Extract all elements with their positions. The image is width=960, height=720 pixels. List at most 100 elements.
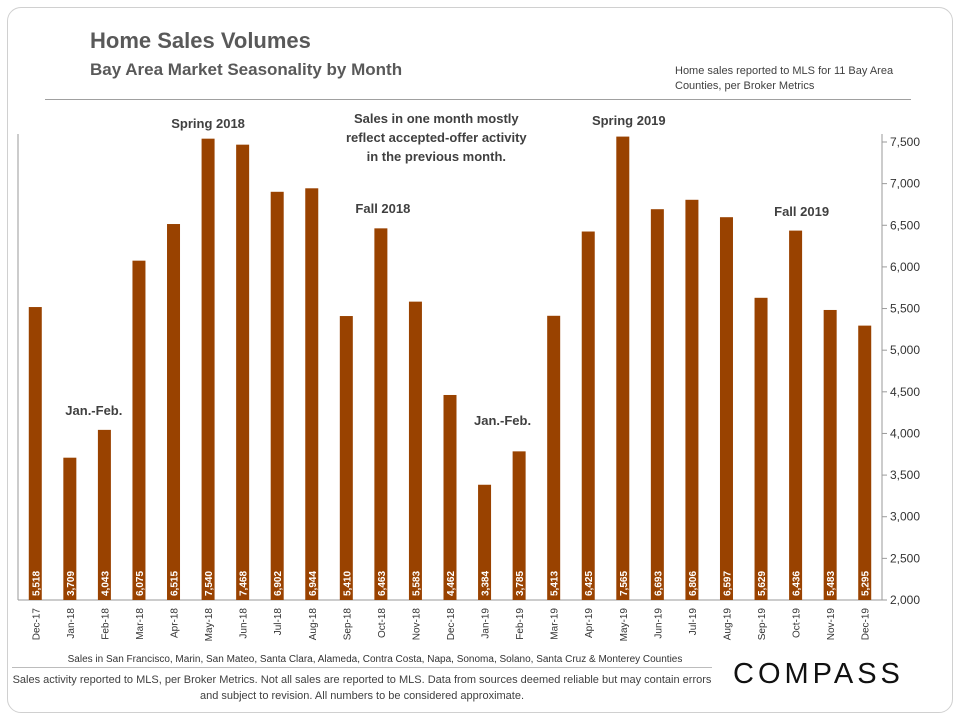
bar-value-label: 7,468 [239,571,250,596]
bar-value-label: 4,043 [100,571,111,596]
bar [63,457,77,600]
annotation-label: Jan.-Feb. [65,403,122,418]
annotation-note: Sales in one month mostly reflect accepte… [346,111,527,164]
bar-value-label: 7,540 [204,571,215,596]
bar-value-label: 7,565 [619,571,630,596]
x-axis-label: Sales in San Francisco, Marin, San Mateo… [68,654,683,665]
compass-logo: COMPASS [733,658,904,690]
y-tick-label: 7,000 [890,177,920,191]
x-tick-label: Jun-19 [653,608,664,639]
bar-value-label: 6,515 [170,571,181,596]
annotation-label: Jan.-Feb. [474,413,531,428]
y-tick-label: 3,000 [890,510,920,524]
x-tick-label: Aug-19 [722,608,733,641]
bar [374,228,388,600]
y-tick-label: 4,000 [890,426,920,440]
y-tick-label: 2,000 [890,593,920,607]
x-tick-label: Mar-19 [550,608,561,640]
y-tick-label: 3,500 [890,468,920,482]
x-tick-label: Nov-18 [411,608,422,641]
bar-value-label: 3,709 [66,571,77,596]
bar-value-label: 6,463 [377,571,388,596]
chart-subtitle: Bay Area Market Seasonality by Month [90,60,403,79]
x-tick-label: Apr-18 [170,608,181,638]
x-tick-label: Mar-18 [135,608,146,640]
annotation-label: Spring 2018 [171,116,245,131]
x-tick-label: Aug-18 [308,608,319,641]
footer-divider [12,667,712,668]
bar [443,394,457,600]
bar-value-label: 6,693 [653,571,664,596]
bar-value-label: 4,462 [446,571,457,596]
x-tick-label: May-19 [619,608,630,642]
bar [28,307,42,600]
bar-value-label: 5,518 [31,571,42,596]
bar-value-label: 6,902 [273,571,284,596]
bar-value-label: 5,483 [826,571,837,596]
x-tick-label: Jul-18 [273,608,284,636]
bar [339,316,353,600]
bar [305,188,319,601]
bar-value-label: 5,583 [411,571,422,596]
source-note: Home sales reported to MLS for 11 Bay Ar… [675,65,894,92]
bar [789,230,803,601]
y-tick-label: 2,500 [890,551,920,565]
annotation-note-line: reflect accepted-offer activity [346,130,527,145]
bar [270,191,284,600]
bar-value-label: 5,410 [342,571,353,596]
bar [167,224,181,601]
bar-value-label: 6,425 [584,571,595,596]
bar [512,451,526,600]
bar [547,315,561,600]
bar-value-label: 6,597 [722,571,733,596]
x-tick-label: Feb-19 [515,608,526,640]
bar [408,301,422,600]
x-tick-label: Feb-18 [100,608,111,640]
bar-value-label: 6,436 [792,571,803,596]
bar [478,484,492,600]
bar [650,209,664,600]
bar [132,260,146,600]
annotation-label: Fall 2019 [774,204,829,219]
bar-value-label: 5,295 [861,571,872,596]
y-tick-label: 7,500 [890,135,920,149]
x-tick-label: Dec-19 [861,608,872,641]
y-tick-label: 5,500 [890,302,920,316]
annotation-note-line: Sales in one month mostly [354,111,519,126]
chart-title: Home Sales Volumes [90,28,311,53]
y-tick-label: 6,500 [890,218,920,232]
bar [201,138,215,600]
x-tick-label: Jan-18 [66,608,77,639]
bar-value-label: 3,384 [481,571,492,596]
bar [236,144,250,600]
x-tick-label: Sep-19 [757,608,768,641]
bar-value-label: 6,806 [688,571,699,596]
x-tick-label: Jun-18 [239,608,250,639]
x-tick-label: Oct-18 [377,608,388,638]
bar [858,325,872,600]
x-tick-label: Apr-19 [584,608,595,638]
annotation-label: Fall 2018 [355,201,410,216]
bar-value-label: 5,413 [550,571,561,596]
bar [581,231,595,600]
footnote: Sales activity reported to MLS, per Brok… [12,674,712,702]
x-tick-label: Jan-19 [481,608,492,639]
y-tick-label: 4,500 [890,385,920,399]
x-tick-label: Dec-17 [31,608,42,641]
x-tick-label: Sep-18 [342,608,353,641]
bar [823,309,837,600]
bar-value-label: 5,629 [757,571,768,596]
bar [685,199,699,601]
bar-value-label: 3,785 [515,571,526,596]
y-tick-label: 5,000 [890,343,920,357]
x-tick-label: Oct-19 [792,608,803,638]
x-tick-label: May-18 [204,608,215,642]
y-tick-label: 6,000 [890,260,920,274]
x-tick-label: Dec-18 [446,608,457,641]
annotation-note-line: in the previous month. [367,149,506,164]
bar-value-label: 6,075 [135,571,146,596]
header-divider [45,99,911,100]
x-tick-label: Jul-19 [688,608,699,636]
bar [754,297,768,600]
